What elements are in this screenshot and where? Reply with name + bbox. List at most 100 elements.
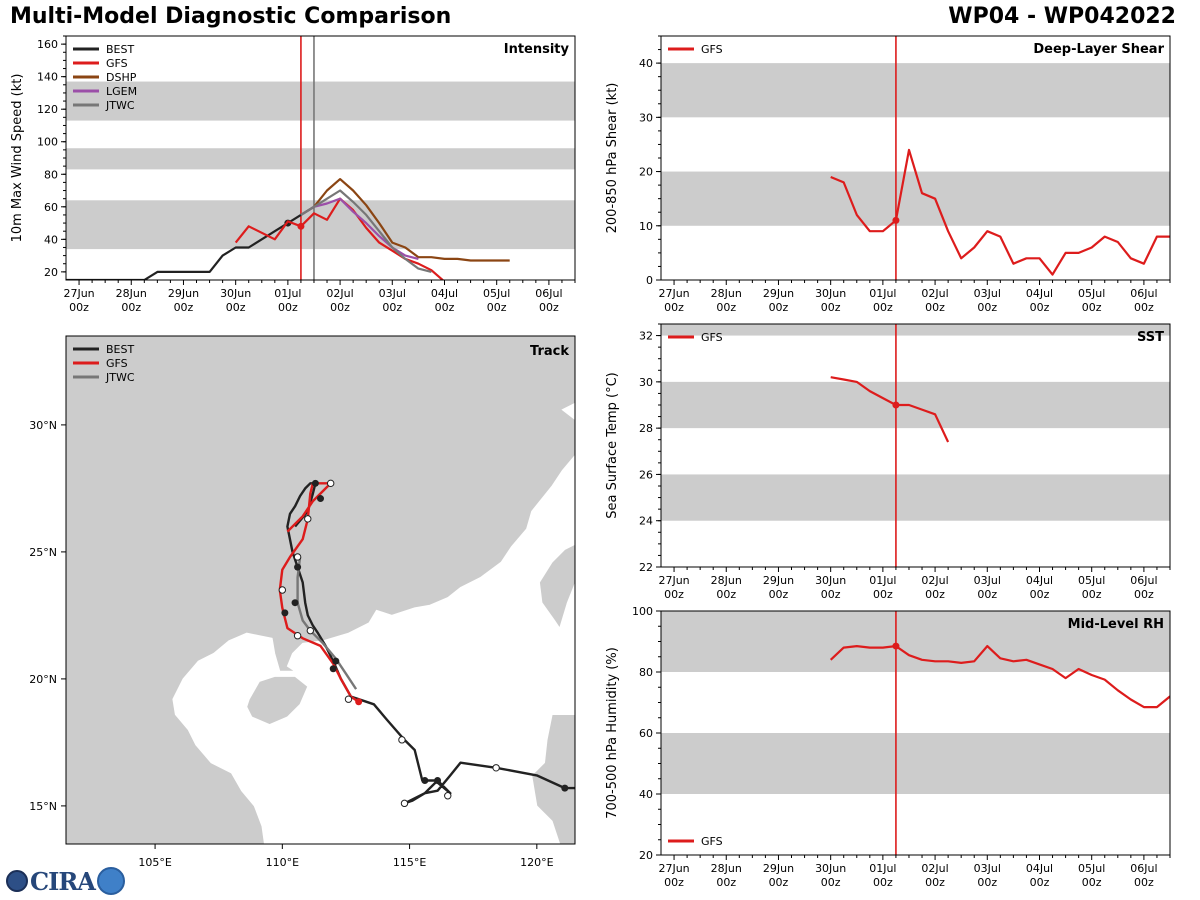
rh-xtick-label-day: 29Jun [763, 862, 794, 875]
rh-xtick-label-day: 28Jun [711, 862, 742, 875]
track-point-open-best [492, 764, 500, 772]
shear-xtick-label-hour: 00z [925, 301, 945, 314]
rh-ytick-label: 100 [632, 605, 653, 618]
intensity-xtick-label-hour: 00z [539, 301, 559, 314]
track-frame [65, 335, 576, 845]
intensity-xtick-label-day: 30Jun [220, 287, 251, 300]
rh-title: Mid-Level RH [1068, 617, 1164, 632]
track-line-gfs [278, 482, 360, 703]
intensity-band-1 [66, 148, 575, 170]
intensity-legend-label-best: BEST [106, 43, 134, 56]
sst-xtick-label-day: 02Jul [921, 574, 948, 587]
intensity-title: Intensity [504, 42, 570, 57]
track-point-open-best [304, 515, 312, 523]
rh-ylabel: 700-500 hPa Humidity (%) [605, 647, 620, 819]
intensity-legend-label-lgem: LGEM [106, 85, 137, 98]
sst-xtick-label-day: 01Jul [869, 574, 896, 587]
intensity-panel: 27Jun00z28Jun00z29Jun00z30Jun00z01Jul00z… [10, 35, 576, 314]
sst-xtick-label-hour: 00z [925, 588, 945, 601]
track-point-best [329, 665, 337, 673]
rh-xtick-label-hour: 00z [977, 876, 997, 889]
intensity-xtick-label-day: 05Jul [483, 287, 510, 300]
rh-plot-area [661, 611, 1170, 855]
page-title: Multi-Model Diagnostic Comparison [10, 4, 452, 29]
rh-band-0 [661, 733, 1170, 794]
intensity-xtick-label-day: 04Jul [431, 287, 458, 300]
intensity-ytick-label: 20 [44, 266, 58, 279]
cira-logo: CIRA [6, 866, 125, 896]
sst-xtick-label-day: 06Jul [1130, 574, 1157, 587]
sst-ytick-label: 28 [639, 422, 653, 435]
sst-xtick-label-day: 29Jun [763, 574, 794, 587]
cira-emblem-icon [6, 870, 28, 892]
intensity-xtick-label-day: 28Jun [116, 287, 147, 300]
land-mainland [66, 336, 575, 844]
track-ytick-label: 20°N [29, 673, 57, 686]
intensity-ytick-label: 120 [37, 103, 58, 116]
sst-xtick-label-hour: 00z [977, 588, 997, 601]
track-ytick-label: 15°N [29, 800, 57, 813]
shear-band-1 [661, 63, 1170, 118]
shear-legend-label-gfs: GFS [701, 43, 723, 56]
intensity-xtick-label-hour: 00z [435, 301, 455, 314]
shear-xtick-label-day: 04Jul [1026, 287, 1053, 300]
rh-series-gfs [829, 644, 1170, 709]
track-point-open-best [398, 736, 406, 744]
rh-xtick-label-hour: 00z [821, 876, 841, 889]
track-point-best [421, 777, 429, 784]
land-taiwan-island [538, 543, 575, 630]
track-point-open-best [278, 586, 287, 594]
sst-xtick-label-day: 30Jun [815, 574, 846, 587]
shear-xtick-label-hour: 00z [1134, 301, 1154, 314]
intensity-ytick-label: 60 [44, 201, 58, 214]
intensity-xtick-label-hour: 00z [121, 301, 141, 314]
shear-xtick-label-day: 01Jul [869, 287, 896, 300]
track-point-open-best [326, 479, 335, 488]
shear-xtick-label-hour: 00z [664, 301, 684, 314]
rh-xtick-label-hour: 00z [1030, 876, 1050, 889]
sst-plot-area [661, 324, 1170, 567]
shear-xtick-label-day: 06Jul [1130, 287, 1157, 300]
intensity-xtick-label-hour: 00z [278, 301, 298, 314]
intensity-xtick-label-hour: 00z [487, 301, 507, 314]
track-point-gfs [355, 698, 363, 706]
track-point-best [317, 495, 324, 503]
rh-xtick-label-hour: 00z [769, 876, 789, 889]
shear-ytick-label: 10 [639, 220, 653, 233]
shear-xtick-label-hour: 00z [716, 301, 736, 314]
sst-ytick-label: 26 [639, 468, 653, 481]
sst-xtick-label-day: 04Jul [1026, 574, 1053, 587]
track-point-best [291, 599, 299, 607]
shear-xtick-label-day: 29Jun [763, 287, 794, 300]
intensity-xtick-label-day: 01Jul [274, 287, 301, 300]
sst-marker-gfs [892, 401, 900, 409]
track-title: Track [530, 344, 569, 359]
sst-panel: 27Jun00z28Jun00z29Jun00z30Jun00z01Jul00z… [605, 323, 1171, 601]
rh-panel: 27Jun00z28Jun00z29Jun00z30Jun00z01Jul00z… [605, 605, 1171, 889]
track-xtick-label: 110°E [266, 856, 299, 869]
track-point-best [311, 479, 319, 487]
sst-xtick-label-hour: 00z [664, 588, 684, 601]
intensity-xtick-label-hour: 00z [330, 301, 350, 314]
rh-ytick-label: 80 [639, 666, 653, 679]
sst-title: SST [1137, 330, 1164, 345]
sst-band-2 [661, 324, 1170, 336]
sst-xtick-label-hour: 00z [716, 588, 736, 601]
shear-xtick-label-hour: 00z [769, 301, 789, 314]
shear-plot-area [661, 36, 1170, 280]
shear-xtick-label-hour: 00z [1082, 301, 1102, 314]
shear-xtick-label-day: 30Jun [815, 287, 846, 300]
rh-xtick-label-day: 27Jun [658, 862, 689, 875]
sst-xtick-label-day: 05Jul [1078, 574, 1105, 587]
track-xtick-label: 105°E [138, 856, 171, 869]
intensity-legend-label-jtwc: JTWC [105, 99, 135, 112]
track-point-open-best [293, 553, 302, 561]
sst-xtick-label-hour: 00z [873, 588, 893, 601]
rh-marker-gfs [892, 642, 900, 650]
intensity-ytick-label: 100 [37, 136, 58, 149]
intensity-ytick-label: 40 [44, 233, 58, 246]
sst-xtick-label-day: 28Jun [711, 574, 742, 587]
sst-ytick-label: 22 [639, 561, 653, 574]
track-legend-label-jtwc: JTWC [105, 371, 135, 384]
rh-xtick-label-day: 05Jul [1078, 862, 1105, 875]
